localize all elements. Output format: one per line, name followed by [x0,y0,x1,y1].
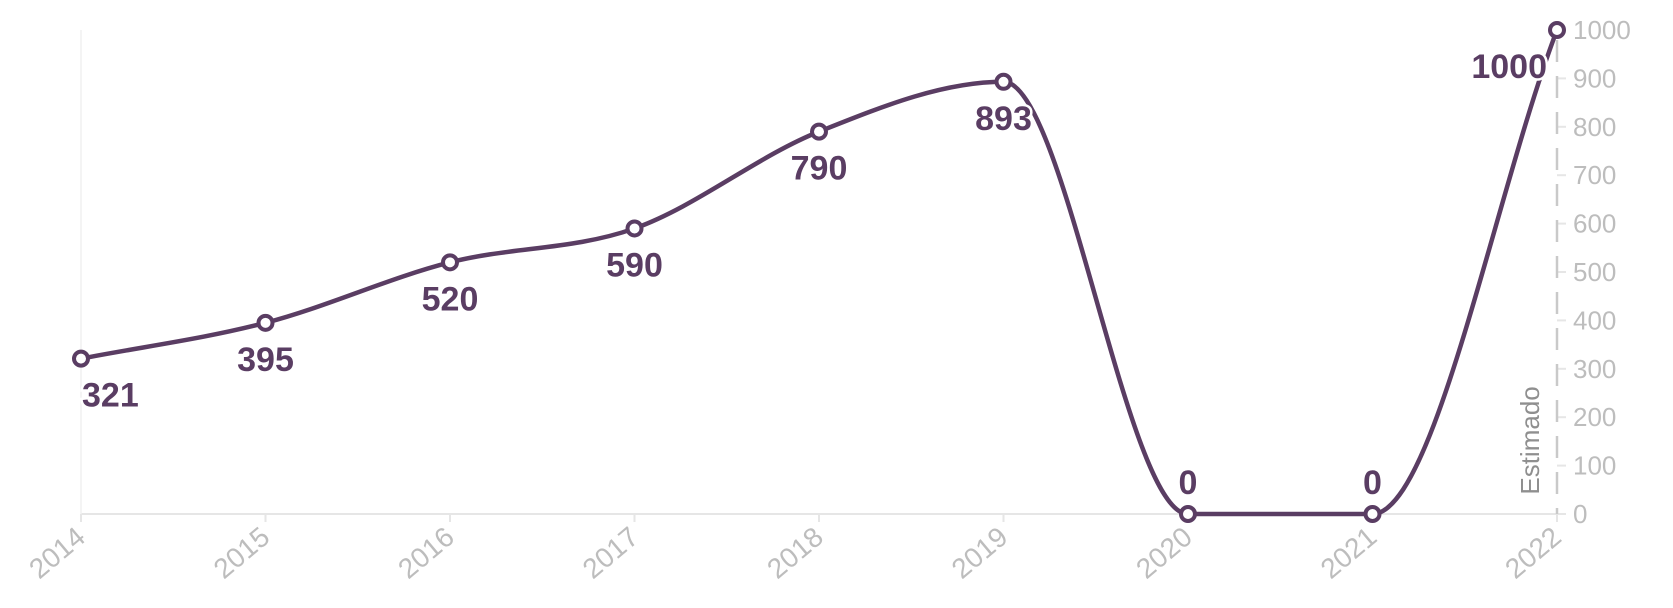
data-label: 0 [1179,464,1198,502]
x-tick-label: 2017 [577,521,645,585]
x-tick-label: 2015 [208,521,276,585]
y-tick-label: 500 [1573,257,1616,287]
estimate-label: Estimado [1515,386,1545,494]
y-tick-label: 1000 [1573,15,1631,45]
y-tick-label: 400 [1573,305,1616,335]
data-label: 893 [975,100,1032,138]
data-point [994,72,1013,91]
data-label: 590 [606,246,663,284]
y-tick-label: 900 [1573,63,1616,93]
data-label: 1000 [1471,48,1547,86]
x-tick-label: 2020 [1130,521,1198,585]
y-tick-label: 700 [1573,160,1616,190]
data-label: 0 [1363,464,1382,502]
x-tick-label: 2022 [1499,521,1567,585]
data-point [1363,505,1382,523]
data-point [441,253,459,272]
series-line [80,29,1560,517]
data-point [1179,505,1197,523]
series: 321 395 520 590 790 893 0 0 1000 [72,21,1566,523]
data-label: 520 [422,280,479,318]
x-tick-label: 2016 [392,521,460,585]
x-tick-label: 2019 [946,521,1014,585]
data-point [810,122,828,141]
estimate-annotation: Estimado [1515,40,1559,514]
y-tick-label: 100 [1573,451,1616,481]
y-tick-label: 200 [1573,402,1616,432]
y-tick-label: 600 [1573,209,1616,239]
x-tick-label: 2014 [23,521,91,585]
data-label: 395 [237,341,294,379]
data-point [625,219,644,238]
data-label: 790 [791,150,848,188]
x-tick-label: 2018 [761,521,829,585]
y-tick-label: 800 [1573,112,1616,142]
y-tick-label: 300 [1573,354,1616,384]
data-point [256,313,275,332]
data-point [72,349,90,368]
x-tick-label: 2021 [1315,521,1383,585]
axes: 0 100 200 300 400 500 600 700 800 900 1000 2014 2015… [23,15,1631,585]
data-label: 321 [82,377,139,415]
data-point [1548,21,1566,39]
y-tick-label: 0 [1573,499,1587,529]
